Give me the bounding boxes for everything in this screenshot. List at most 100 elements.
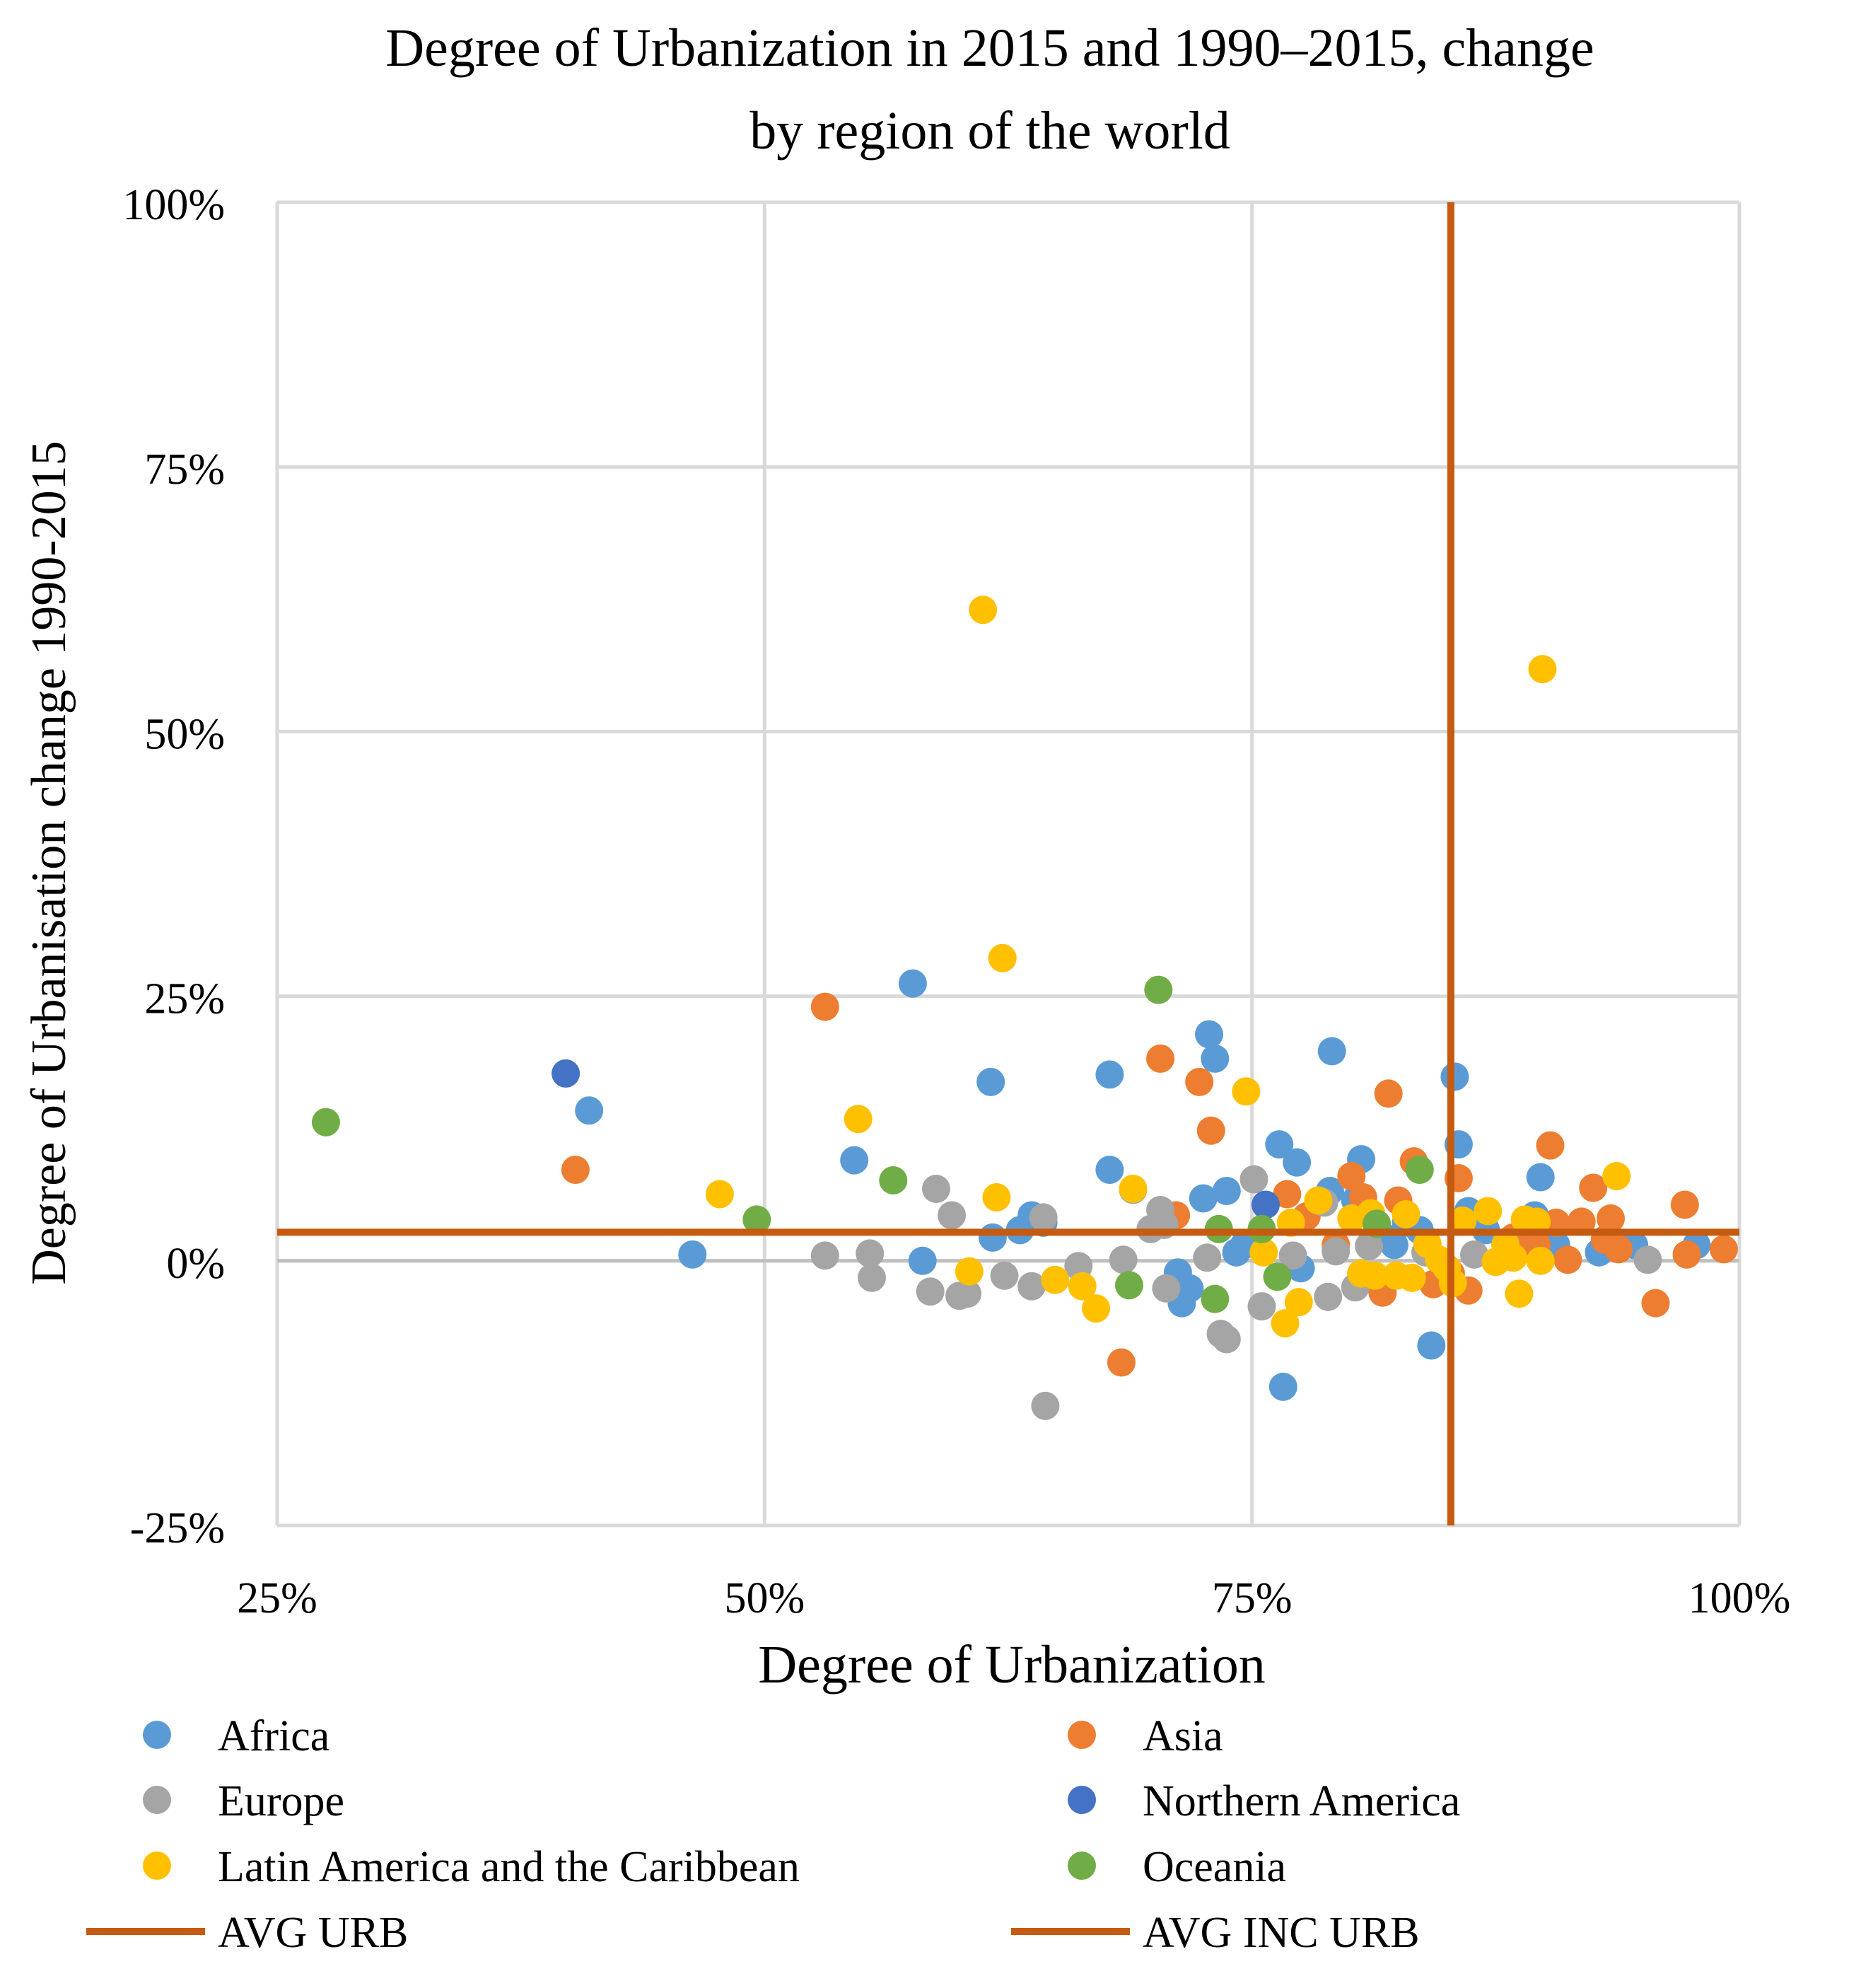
point-latin-america-and-the-caribbean — [955, 1257, 984, 1286]
point-europe — [1212, 1325, 1241, 1354]
y-tick-label: 25% — [144, 975, 225, 1023]
point-oceania — [1201, 1284, 1230, 1313]
point-africa — [1095, 1060, 1124, 1089]
point-asia — [1604, 1235, 1633, 1264]
point-europe — [1278, 1241, 1307, 1270]
legend-label-avg-inc-urb: AVG INC URB — [1143, 1909, 1420, 1957]
y-axis-tick-labels: -25% 0% 25% 50% 75% 100% — [122, 181, 225, 1552]
point-europe — [1031, 1391, 1060, 1420]
point-oceania — [1263, 1262, 1292, 1291]
point-europe — [1017, 1272, 1046, 1301]
point-latin-america-and-the-caribbean — [1526, 1246, 1555, 1275]
point-europe — [921, 1175, 950, 1204]
point-africa — [976, 1067, 1005, 1096]
point-africa — [1175, 1274, 1204, 1303]
point-europe — [1355, 1231, 1384, 1260]
point-oceania — [879, 1166, 908, 1195]
point-asia — [1374, 1079, 1403, 1108]
point-europe — [1322, 1237, 1350, 1266]
point-latin-america-and-the-caribbean — [844, 1105, 873, 1134]
point-latin-america-and-the-caribbean — [1499, 1243, 1528, 1272]
point-latin-america-and-the-caribbean — [1602, 1162, 1631, 1191]
legend-label-northern-america: Northern America — [1143, 1777, 1460, 1825]
chart-title-line-2: by region of the world — [749, 101, 1230, 161]
point-europe — [938, 1201, 967, 1230]
point-asia — [810, 992, 839, 1021]
point-africa — [1317, 1037, 1346, 1066]
point-latin-america-and-the-caribbean — [1232, 1077, 1261, 1106]
point-africa — [898, 969, 927, 998]
point-latin-america-and-the-caribbean — [1041, 1265, 1070, 1294]
point-latin-america-and-the-caribbean — [1082, 1294, 1111, 1323]
point-latin-america-and-the-caribbean — [1271, 1309, 1300, 1338]
point-africa — [1417, 1331, 1446, 1360]
point-europe — [990, 1261, 1019, 1290]
point-asia — [1553, 1245, 1582, 1274]
point-europe — [916, 1277, 945, 1306]
point-africa — [1265, 1130, 1294, 1159]
point-asia — [1146, 1044, 1175, 1073]
point-asia — [1196, 1116, 1225, 1145]
point-latin-america-and-the-caribbean — [1505, 1279, 1534, 1308]
point-latin-america-and-the-caribbean — [1392, 1199, 1420, 1228]
point-africa — [840, 1146, 869, 1175]
point-latin-america-and-the-caribbean — [1474, 1197, 1503, 1226]
legend-marker-northern-america — [1068, 1786, 1096, 1814]
point-asia — [1672, 1240, 1701, 1269]
legend-marker-africa — [143, 1721, 171, 1749]
point-latin-america-and-the-caribbean — [705, 1180, 734, 1209]
point-europe — [857, 1263, 886, 1292]
point-africa — [1212, 1177, 1241, 1206]
point-oceania — [1405, 1156, 1434, 1185]
point-africa — [1268, 1372, 1297, 1401]
y-axis-label: Degree of Urbanisation change 1990-2015 — [22, 441, 76, 1285]
point-oceania — [742, 1205, 771, 1234]
point-africa — [908, 1246, 937, 1275]
legend-label-latin-america-and-the-caribbean: Latin America and the Caribbean — [218, 1843, 800, 1891]
y-tick-label: 0% — [166, 1240, 225, 1288]
point-europe — [1152, 1274, 1181, 1303]
point-latin-america-and-the-caribbean — [1284, 1288, 1313, 1317]
point-latin-america-and-the-caribbean — [988, 943, 1017, 972]
legend-label-asia: Asia — [1143, 1712, 1223, 1760]
point-africa — [1283, 1148, 1312, 1177]
x-axis-label: Degree of Urbanization — [758, 1635, 1265, 1695]
point-europe — [1314, 1282, 1343, 1311]
reference-lines — [277, 202, 1739, 1525]
legend-label-avg-urb: AVG URB — [218, 1909, 408, 1957]
point-europe — [1633, 1245, 1662, 1274]
point-africa — [1201, 1044, 1230, 1073]
point-latin-america-and-the-caribbean — [1119, 1175, 1148, 1204]
point-latin-america-and-the-caribbean — [1528, 655, 1557, 684]
x-axis-tick-labels: 25% 50% 75% 100% — [237, 1574, 1790, 1622]
point-asia — [1536, 1131, 1565, 1160]
point-asia — [1273, 1180, 1302, 1209]
y-tick-label: 75% — [144, 446, 225, 494]
point-africa — [1195, 1020, 1224, 1049]
point-latin-america-and-the-caribbean — [1249, 1238, 1278, 1267]
point-oceania — [311, 1108, 340, 1137]
legend-label-africa: Africa — [218, 1712, 329, 1760]
point-africa — [1440, 1062, 1469, 1091]
point-latin-america-and-the-caribbean — [969, 595, 998, 624]
legend-label-europe: Europe — [218, 1777, 344, 1825]
point-asia — [1641, 1289, 1670, 1318]
point-asia — [1107, 1348, 1136, 1377]
legend-marker-oceania — [1068, 1852, 1096, 1880]
y-tick-label: 50% — [144, 710, 225, 758]
y-tick-label: -25% — [130, 1504, 225, 1552]
point-northern-america — [552, 1059, 581, 1088]
point-latin-america-and-the-caribbean — [1397, 1263, 1426, 1292]
point-latin-america-and-the-caribbean — [1068, 1272, 1097, 1301]
point-europe — [856, 1239, 885, 1268]
point-asia — [1670, 1190, 1699, 1219]
point-asia — [1185, 1067, 1214, 1096]
point-europe — [1460, 1240, 1489, 1269]
x-tick-label: 100% — [1688, 1574, 1791, 1622]
point-latin-america-and-the-caribbean — [982, 1182, 1011, 1211]
point-europe — [810, 1241, 839, 1270]
point-oceania — [1144, 975, 1173, 1004]
data-points — [311, 595, 1738, 1420]
